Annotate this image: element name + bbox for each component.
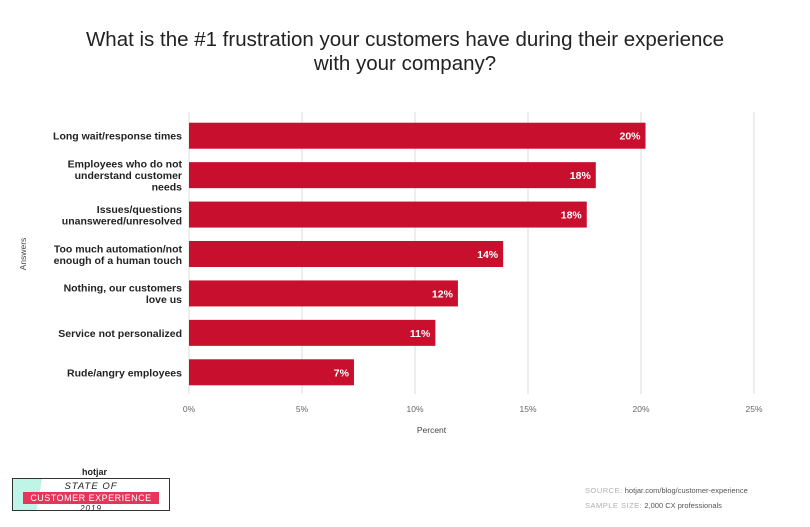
bar: [189, 201, 587, 228]
bar: [189, 359, 354, 386]
sample-size-label: SAMPLE SIZE:: [585, 501, 643, 510]
source-label: SOURCE:: [585, 486, 623, 495]
x-axis-title: Percent: [417, 425, 447, 435]
bar: [189, 162, 596, 189]
data-label: 12%: [432, 288, 454, 300]
bar: [189, 241, 504, 267]
data-label: 7%: [334, 367, 350, 379]
bar: [189, 280, 458, 307]
category-label: Rude/angry employees: [67, 367, 182, 379]
state-of-cx-badge: hotjar STATE OF CUSTOMER EXPERIENCE 2019: [12, 467, 177, 515]
chart-title: What is the #1 frustration your customer…: [40, 28, 770, 76]
bar: [189, 319, 436, 346]
chart-title-line-1: What is the #1 frustration your customer…: [85, 28, 725, 51]
x-tick-label: 0%: [183, 404, 196, 414]
bars: 20% 18% 18% 14% 12% 11% 7%: [189, 122, 646, 386]
sample-size-note: SAMPLE SIZE: 2,000 CX professionals: [585, 501, 722, 510]
x-tick-label: 20%: [632, 404, 649, 414]
data-label: 14%: [477, 249, 499, 261]
sample-size-value: 2,000 CX professionals: [644, 501, 722, 510]
data-label: 11%: [410, 328, 431, 340]
source-value: hotjar.com/blog/customer-experience: [624, 486, 748, 495]
y-axis-title: Answers: [18, 238, 28, 271]
category-label: Employees who do not understand customer n…: [68, 159, 183, 194]
x-tick-label: 15%: [519, 404, 536, 414]
category-label: Issues/questions unanswered/unresolved: [62, 204, 182, 228]
category-label: Long wait/response times: [53, 131, 182, 143]
x-tick-label: 5%: [296, 404, 309, 414]
hotjar-logo: hotjar: [81, 467, 107, 477]
category-label: Too much automation/not enough of a human…: [54, 243, 183, 267]
data-label: 18%: [570, 170, 592, 182]
bar: [189, 122, 646, 149]
source-note: SOURCE: hotjar.com/blog/customer-experie…: [585, 486, 748, 495]
x-tick-label: 25%: [745, 404, 762, 414]
badge-box: STATE OF CUSTOMER EXPERIENCE 2019: [12, 478, 170, 513]
category-label: Nothing, our customers love us: [64, 283, 183, 307]
chart-title-line-2: with your company?: [313, 52, 497, 75]
category-labels: Long wait/response times Employees who do…: [53, 131, 182, 380]
badge-line-2: CUSTOMER EXPERIENCE: [23, 492, 159, 504]
x-tick-label: 10%: [406, 404, 423, 414]
category-label: Service not personalized: [58, 328, 182, 340]
badge-line-3: 2019: [80, 504, 102, 513]
data-label: 20%: [620, 131, 642, 143]
data-label: 18%: [561, 210, 583, 222]
x-tick-labels: 0% 5% 10% 15% 20% 25%: [183, 404, 763, 414]
badge-line-1: STATE OF: [64, 481, 118, 492]
